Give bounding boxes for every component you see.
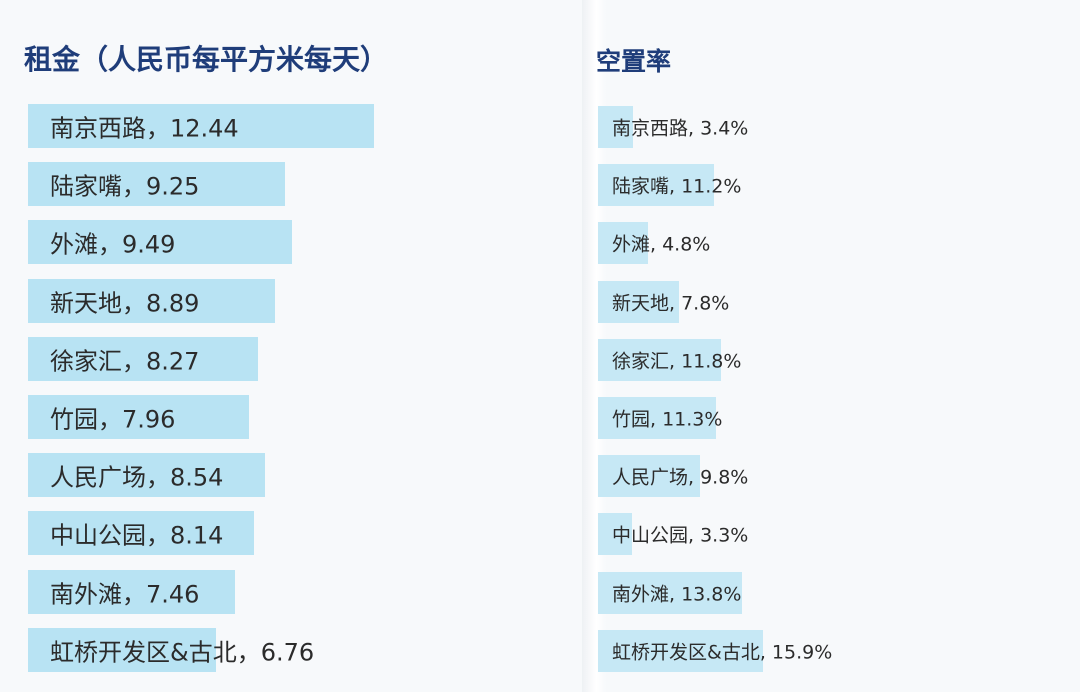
rent-bar [28, 627, 216, 672]
vacancy-row: 南外滩, 13.8% [598, 571, 1080, 614]
rent-bar-label: 陆家嘴，9.25 [50, 172, 200, 201]
vacancy-bar [598, 280, 679, 323]
rent-bar [28, 104, 374, 148]
vacancy-bar-label: 外滩, 4.8% [612, 233, 711, 256]
rent-row: 竹园，7.96 [28, 395, 568, 439]
rent-row: 新天地，8.89 [28, 278, 568, 323]
rent-row: 人民广场，8.54 [28, 453, 568, 498]
rent-bar [28, 569, 235, 614]
vacancy-bar [598, 338, 721, 381]
rent-bar [28, 278, 275, 323]
rent-bar-label: 新天地，8.89 [50, 289, 200, 318]
rent-bar-label: 南外滩，7.46 [50, 580, 200, 609]
vacancy-bar-label: 陆家嘴, 11.2% [612, 175, 742, 198]
vacancy-row: 竹园, 11.3% [598, 397, 1080, 439]
vacancy-row: 外滩, 4.8% [598, 222, 1080, 265]
vacancy-bar [598, 455, 700, 498]
vacancy-row: 人民广场, 9.8% [598, 455, 1080, 498]
rent-bar-label: 虹桥开发区&古北，6.76 [50, 638, 315, 667]
vacancy-row: 陆家嘴, 11.2% [598, 164, 1080, 207]
rent-bar-label: 竹园，7.96 [50, 405, 176, 434]
vacancy-bar [598, 397, 716, 439]
vacancy-bar-label: 南外滩, 13.8% [612, 583, 742, 606]
rent-bar [28, 395, 249, 439]
vacancy-bar [598, 513, 632, 556]
vacancy-row: 虹桥开发区&古北, 15.9% [598, 629, 1080, 672]
vacancy-bar-label: 南京西路, 3.4% [612, 117, 749, 140]
rent-bar [28, 162, 285, 207]
vacancy-bar-label: 中山公园, 3.3% [612, 524, 749, 547]
vacancy-row: 南京西路, 3.4% [598, 106, 1080, 148]
rent-bar-label: 南京西路，12.44 [50, 114, 239, 143]
rent-row: 徐家汇，8.27 [28, 336, 568, 381]
vacancy-row: 新天地, 7.8% [598, 280, 1080, 323]
vacancy-bar-label: 人民广场, 9.8% [612, 466, 749, 489]
vacancy-bar [598, 164, 714, 207]
rent-row: 虹桥开发区&古北，6.76 [28, 627, 568, 672]
vacancy-bar [598, 571, 742, 614]
vacancy-bar-label: 虹桥开发区&古北, 15.9% [612, 641, 833, 664]
rent-row: 外滩，9.49 [28, 220, 568, 265]
vacancy-bar-label: 徐家汇, 11.8% [612, 350, 742, 373]
rent-bar-label: 外滩，9.49 [50, 230, 176, 259]
vacancy-bar [598, 222, 648, 265]
rent-row: 中山公园，8.14 [28, 511, 568, 556]
rent-row: 陆家嘴，9.25 [28, 162, 568, 207]
rent-row: 南京西路，12.44 [28, 104, 568, 148]
vacancy-chart-title: 空置率 [596, 47, 672, 76]
rent-row: 南外滩，7.46 [28, 569, 568, 614]
rent-bar [28, 453, 265, 498]
vacancy-bar [598, 106, 633, 148]
rent-bar [28, 336, 258, 381]
rent-bar-label: 人民广场，8.54 [50, 463, 224, 492]
rent-bar [28, 511, 254, 556]
vacancy-bar-label: 竹园, 11.3% [612, 408, 723, 431]
rent-bar [28, 220, 292, 265]
rent-bar-label: 徐家汇，8.27 [50, 347, 200, 376]
vacancy-row: 徐家汇, 11.8% [598, 338, 1080, 381]
vacancy-row: 中山公园, 3.3% [598, 513, 1080, 556]
rent-bar-label: 中山公园，8.14 [50, 521, 224, 550]
vacancy-bar [598, 629, 763, 672]
rent-chart-title: 租金（人民币每平方米每天） [24, 43, 389, 76]
vacancy-bar-label: 新天地, 7.8% [612, 292, 730, 315]
